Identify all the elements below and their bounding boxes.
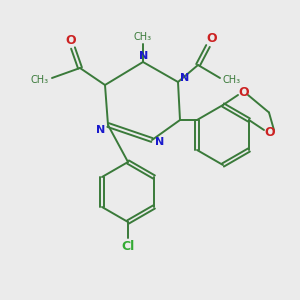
Text: N: N xyxy=(140,51,148,61)
Text: O: O xyxy=(239,86,249,100)
Text: CH₃: CH₃ xyxy=(223,75,241,85)
Text: N: N xyxy=(180,73,190,83)
Text: O: O xyxy=(207,32,217,46)
Text: O: O xyxy=(265,125,275,139)
Text: O: O xyxy=(66,34,76,46)
Text: CH₃: CH₃ xyxy=(31,75,49,85)
Text: Cl: Cl xyxy=(122,241,135,254)
Text: N: N xyxy=(155,137,165,147)
Text: N: N xyxy=(96,125,106,135)
Text: CH₃: CH₃ xyxy=(134,32,152,42)
